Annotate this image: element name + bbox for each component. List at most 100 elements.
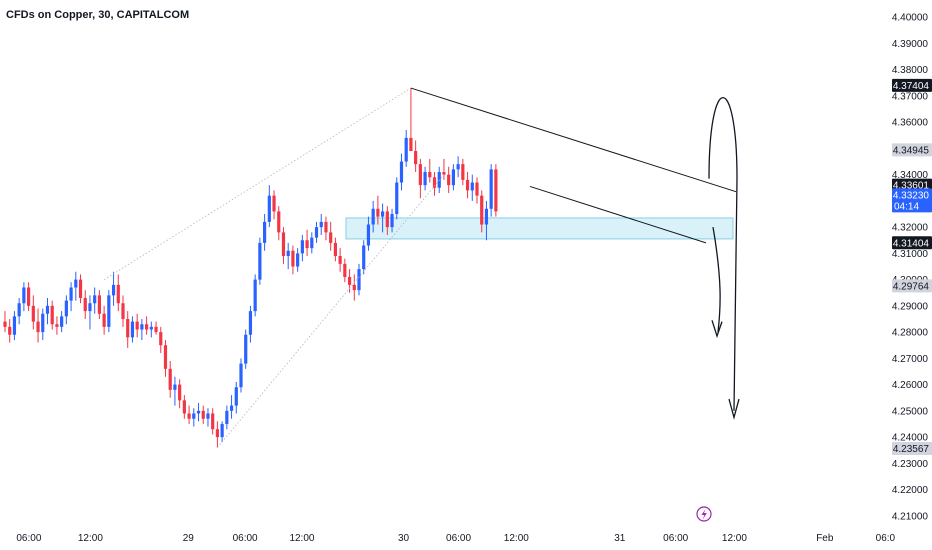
candle-body — [97, 295, 101, 314]
candle-body — [60, 316, 64, 327]
candle-body — [390, 214, 394, 228]
candle-body — [447, 174, 451, 186]
y-tick-label: 4.38000 — [892, 65, 929, 76]
candle-body — [69, 287, 73, 301]
projection-arrowhead-short — [711, 320, 723, 339]
x-tick-label: 06:00 — [446, 533, 471, 544]
y-tick-label: 4.39000 — [892, 39, 929, 50]
candle-body — [234, 387, 238, 406]
candle-body — [414, 151, 418, 165]
price-badge: 4.34945 — [892, 143, 932, 157]
candle-body — [376, 208, 380, 217]
candle-body — [428, 172, 432, 178]
price-badge-bg — [892, 441, 932, 455]
candle-body — [291, 250, 295, 267]
candle-body — [258, 242, 262, 280]
candle-body — [163, 345, 168, 369]
candle-body — [229, 405, 234, 411]
candle-body — [201, 410, 205, 419]
candle-body — [263, 221, 267, 243]
candle-body — [305, 240, 309, 249]
price-badge: 4.31404 — [892, 236, 932, 250]
price-badge-bg — [892, 188, 932, 213]
price-badge-label: 4.29764 — [893, 281, 930, 292]
candle-body — [121, 303, 125, 319]
x-tick-label: 12:00 — [289, 533, 314, 544]
candle-body — [300, 240, 304, 254]
candle-body — [253, 279, 257, 312]
candle-body — [385, 211, 389, 228]
candle-body — [248, 311, 253, 335]
candle-body — [480, 195, 484, 225]
candle-body — [324, 221, 328, 233]
x-tick-label: 29 — [183, 533, 195, 544]
price-badge-label: 4.23567 — [893, 444, 930, 455]
candle-body — [36, 321, 40, 333]
candle-body — [140, 324, 144, 330]
candle-body — [272, 195, 276, 212]
candle-body — [55, 324, 59, 327]
candle-body — [362, 245, 366, 270]
candle-body — [220, 423, 224, 438]
candle-body — [465, 179, 470, 191]
price-badge-bg — [892, 279, 932, 293]
candle-body — [494, 169, 498, 212]
candle-body — [102, 313, 106, 327]
lightning-icon — [696, 506, 712, 522]
x-tick-label: Feb — [816, 533, 834, 544]
candle-body — [211, 413, 215, 430]
y-tick-label: 4.21000 — [892, 511, 929, 522]
candle-body — [357, 269, 361, 291]
candle-body — [135, 321, 139, 330]
candle-body — [399, 161, 404, 183]
candle-body — [296, 253, 300, 267]
y-tick-label: 4.32000 — [892, 223, 929, 234]
x-tick-label: 12:00 — [504, 533, 529, 544]
wedge-lower-trendline — [529, 185, 707, 244]
candle-body — [381, 211, 385, 217]
y-tick-label: 4.34000 — [892, 170, 929, 181]
candle-body — [343, 263, 347, 277]
candle-body — [107, 295, 111, 327]
candle-body — [244, 334, 248, 364]
candle-body — [432, 177, 437, 188]
candle-body — [196, 410, 201, 414]
candle-body — [409, 137, 413, 152]
projection-arrowhead-long — [728, 398, 740, 420]
candle-body — [22, 287, 26, 304]
candle-body — [17, 303, 21, 317]
candle-body — [159, 332, 163, 346]
candle-body — [88, 303, 92, 312]
price-badge: 4.37404 — [892, 78, 932, 92]
y-tick-label: 4.31000 — [892, 249, 929, 260]
candle-body — [418, 164, 422, 186]
x-tick-label: 06:00 — [233, 533, 258, 544]
chart-title: CFDs on Copper, 30, CAPITALCOM — [6, 9, 189, 21]
candle-body — [314, 227, 319, 238]
candle-body — [277, 211, 281, 233]
candle-body — [192, 413, 196, 419]
candle-body — [352, 284, 356, 291]
candle-body — [470, 182, 474, 191]
y-tick-label: 4.23000 — [892, 459, 929, 470]
candle-body — [475, 182, 479, 196]
price-badge-bg — [892, 236, 932, 250]
candle-body — [45, 305, 50, 314]
lightning-icon-bolt — [701, 509, 707, 520]
candle-body — [329, 232, 333, 243]
candle-body — [423, 172, 427, 186]
projection-arrow-long — [708, 96, 738, 411]
price-badge-bg — [892, 78, 932, 92]
candle-body — [215, 429, 219, 438]
x-tick-label: 12:00 — [722, 533, 747, 544]
x-tick-label: 12:00 — [78, 533, 103, 544]
candle-body — [12, 316, 17, 335]
x-tick-label: 30 — [398, 533, 410, 544]
candle-body — [310, 237, 314, 249]
y-tick-label: 4.25000 — [892, 406, 929, 417]
candle-body — [225, 410, 229, 424]
candle-body — [50, 305, 54, 325]
